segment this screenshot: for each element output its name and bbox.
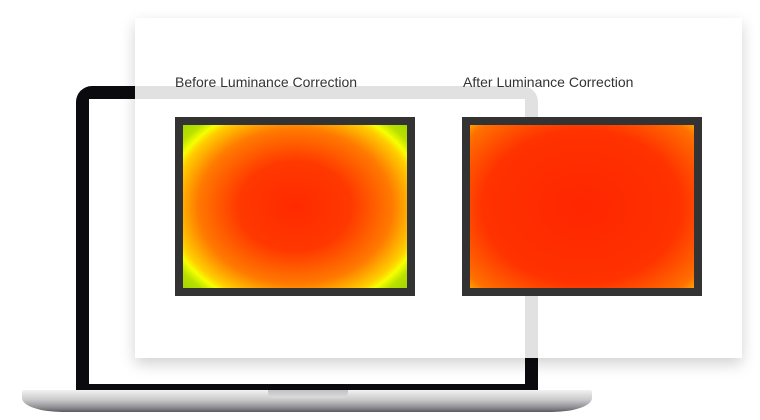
- after-luminance-heatmap: [470, 125, 694, 288]
- after-display-frame: [462, 117, 702, 296]
- laptop-notch: [268, 390, 348, 398]
- before-display-frame: [175, 117, 415, 296]
- before-luminance-heatmap: [183, 125, 407, 288]
- before-label: Before Luminance Correction: [175, 74, 358, 90]
- after-label: After Luminance Correction: [463, 74, 634, 90]
- laptop-base: [22, 390, 592, 412]
- comparison-card: Before Luminance Correction After Lumina…: [135, 18, 742, 358]
